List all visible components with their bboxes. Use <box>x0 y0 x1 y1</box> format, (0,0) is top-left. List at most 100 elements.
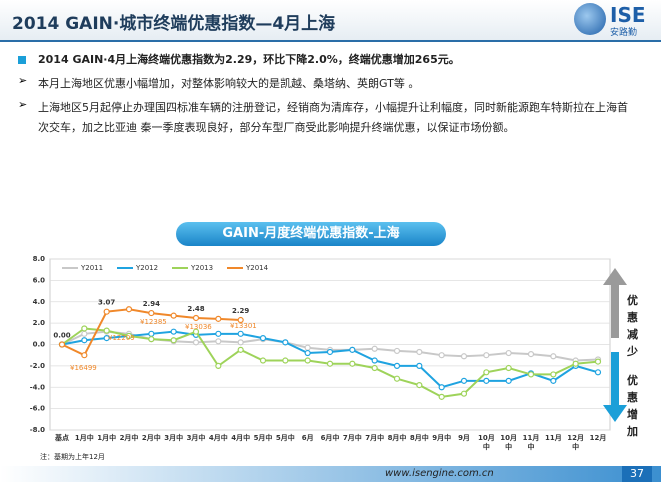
data-point <box>550 377 557 384</box>
data-point <box>416 348 423 356</box>
bullet: 2014 GAIN·4月上海终端优惠指数为2.29，环比下降2.0%，终端优惠增… <box>38 53 460 66</box>
x-tick-label: 9月中 <box>432 433 451 442</box>
footer-bar <box>0 466 661 482</box>
data-label: 3.07 <box>98 299 115 307</box>
data-point <box>505 349 512 357</box>
data-label: 2.48 <box>187 305 204 313</box>
data-point <box>527 371 535 378</box>
data-point <box>416 362 423 369</box>
data-point <box>393 375 401 382</box>
y-tick-label: 0.0 <box>33 341 46 349</box>
annotation: ¥13036 <box>185 323 212 331</box>
data-point <box>103 334 110 342</box>
y-tick-label: -6.0 <box>30 405 45 413</box>
arrow-up <box>603 268 627 338</box>
data-label: 0.00 <box>53 332 70 340</box>
data-point <box>326 348 334 356</box>
data-point <box>550 371 557 378</box>
x-tick-label: 6月中 <box>321 433 340 442</box>
x-tick-label: 7月中 <box>343 433 362 442</box>
x-tick-label: 4月中 <box>231 433 250 442</box>
x-tick-label: 12月 <box>590 434 607 442</box>
x-tick-label: 3月中 <box>187 433 206 442</box>
logo-icon <box>574 3 606 35</box>
y-tick-label: 2.0 <box>33 319 46 327</box>
footer-url: www.isengine.com.cn <box>385 468 494 479</box>
legend-label: Y2011 <box>80 264 103 272</box>
annotation: ¥12209 <box>108 334 135 342</box>
data-point <box>237 346 244 353</box>
logo: ISE 安路勤 <box>572 3 658 38</box>
data-point <box>349 360 356 367</box>
x-tick-label: 8月中 <box>388 433 407 442</box>
data-point <box>148 309 155 317</box>
data-point <box>505 364 512 372</box>
x-tick-label: 2月中 <box>120 433 139 442</box>
data-point <box>282 357 289 364</box>
data-point <box>483 377 490 384</box>
x-tick-label: 1月中 <box>97 433 116 442</box>
x-tick-label: 8月中 <box>410 433 429 442</box>
data-point <box>125 306 133 313</box>
data-point <box>572 360 579 367</box>
y-tick-label: 8.0 <box>33 255 46 263</box>
arrow-down <box>603 352 627 422</box>
logo-text: ISE <box>610 3 646 27</box>
data-point <box>438 393 445 400</box>
data-point <box>527 351 535 358</box>
logo-subtext: 安路勤 <box>610 28 638 38</box>
data-point <box>103 327 110 334</box>
bullet: 本月上海地区优惠小幅增加，对整体影响较大的是凯越、桑塔纳、英朗GT等 。 <box>38 77 420 90</box>
data-point <box>81 352 88 359</box>
data-point <box>460 377 468 384</box>
data-point <box>259 357 267 364</box>
x-tick-label: 6月 <box>302 434 314 442</box>
data-point <box>81 337 88 344</box>
data-point <box>416 382 423 389</box>
data-point <box>304 349 311 357</box>
data-point <box>594 369 602 376</box>
bullet-square <box>18 56 26 64</box>
data-point <box>505 377 512 384</box>
x-tick-label: 4月中 <box>209 433 228 442</box>
data-point <box>103 308 110 315</box>
legend-label: Y2012 <box>135 264 158 272</box>
bullet-arrow: ➢ <box>18 74 28 87</box>
x-tick-label: 1月中 <box>75 433 94 442</box>
data-point <box>438 384 445 391</box>
chart-title: GAIN-月度终端优惠指数-上海 <box>176 222 446 246</box>
x-tick-label: 9月 <box>458 434 470 442</box>
data-point <box>393 347 401 355</box>
data-label: 2.29 <box>232 307 249 315</box>
data-point <box>81 325 88 332</box>
data-point <box>237 339 244 346</box>
annotation: ¥16499 <box>70 364 97 372</box>
data-point <box>438 352 445 359</box>
data-point <box>215 315 222 322</box>
side-label-up: 优惠减少 <box>627 294 638 358</box>
data-point <box>215 362 222 369</box>
data-point <box>192 314 200 322</box>
data-point <box>192 339 200 346</box>
y-tick-label: 4.0 <box>33 298 46 306</box>
data-point <box>371 364 378 372</box>
side-label-down: 优惠增加 <box>627 374 638 438</box>
data-label: 2.94 <box>143 300 160 308</box>
data-point <box>259 334 267 342</box>
x-tick-label: 3月中 <box>164 433 183 442</box>
page-number: 37 <box>622 466 652 482</box>
data-point <box>170 328 177 335</box>
data-point <box>170 312 177 319</box>
data-point <box>483 369 490 376</box>
annotation: ¥12385 <box>140 318 167 326</box>
data-point <box>594 358 602 365</box>
x-tick-label: 11月中 <box>523 434 540 451</box>
data-point <box>304 344 311 351</box>
y-tick-label: -2.0 <box>30 362 45 370</box>
data-point <box>125 332 133 340</box>
x-tick-label: 2月中 <box>142 433 161 442</box>
header: 2014 GAIN·城市终端优惠指数—4月上海 ISE 安路勤 <box>0 0 661 42</box>
annotation: ¥13301 <box>230 322 257 330</box>
